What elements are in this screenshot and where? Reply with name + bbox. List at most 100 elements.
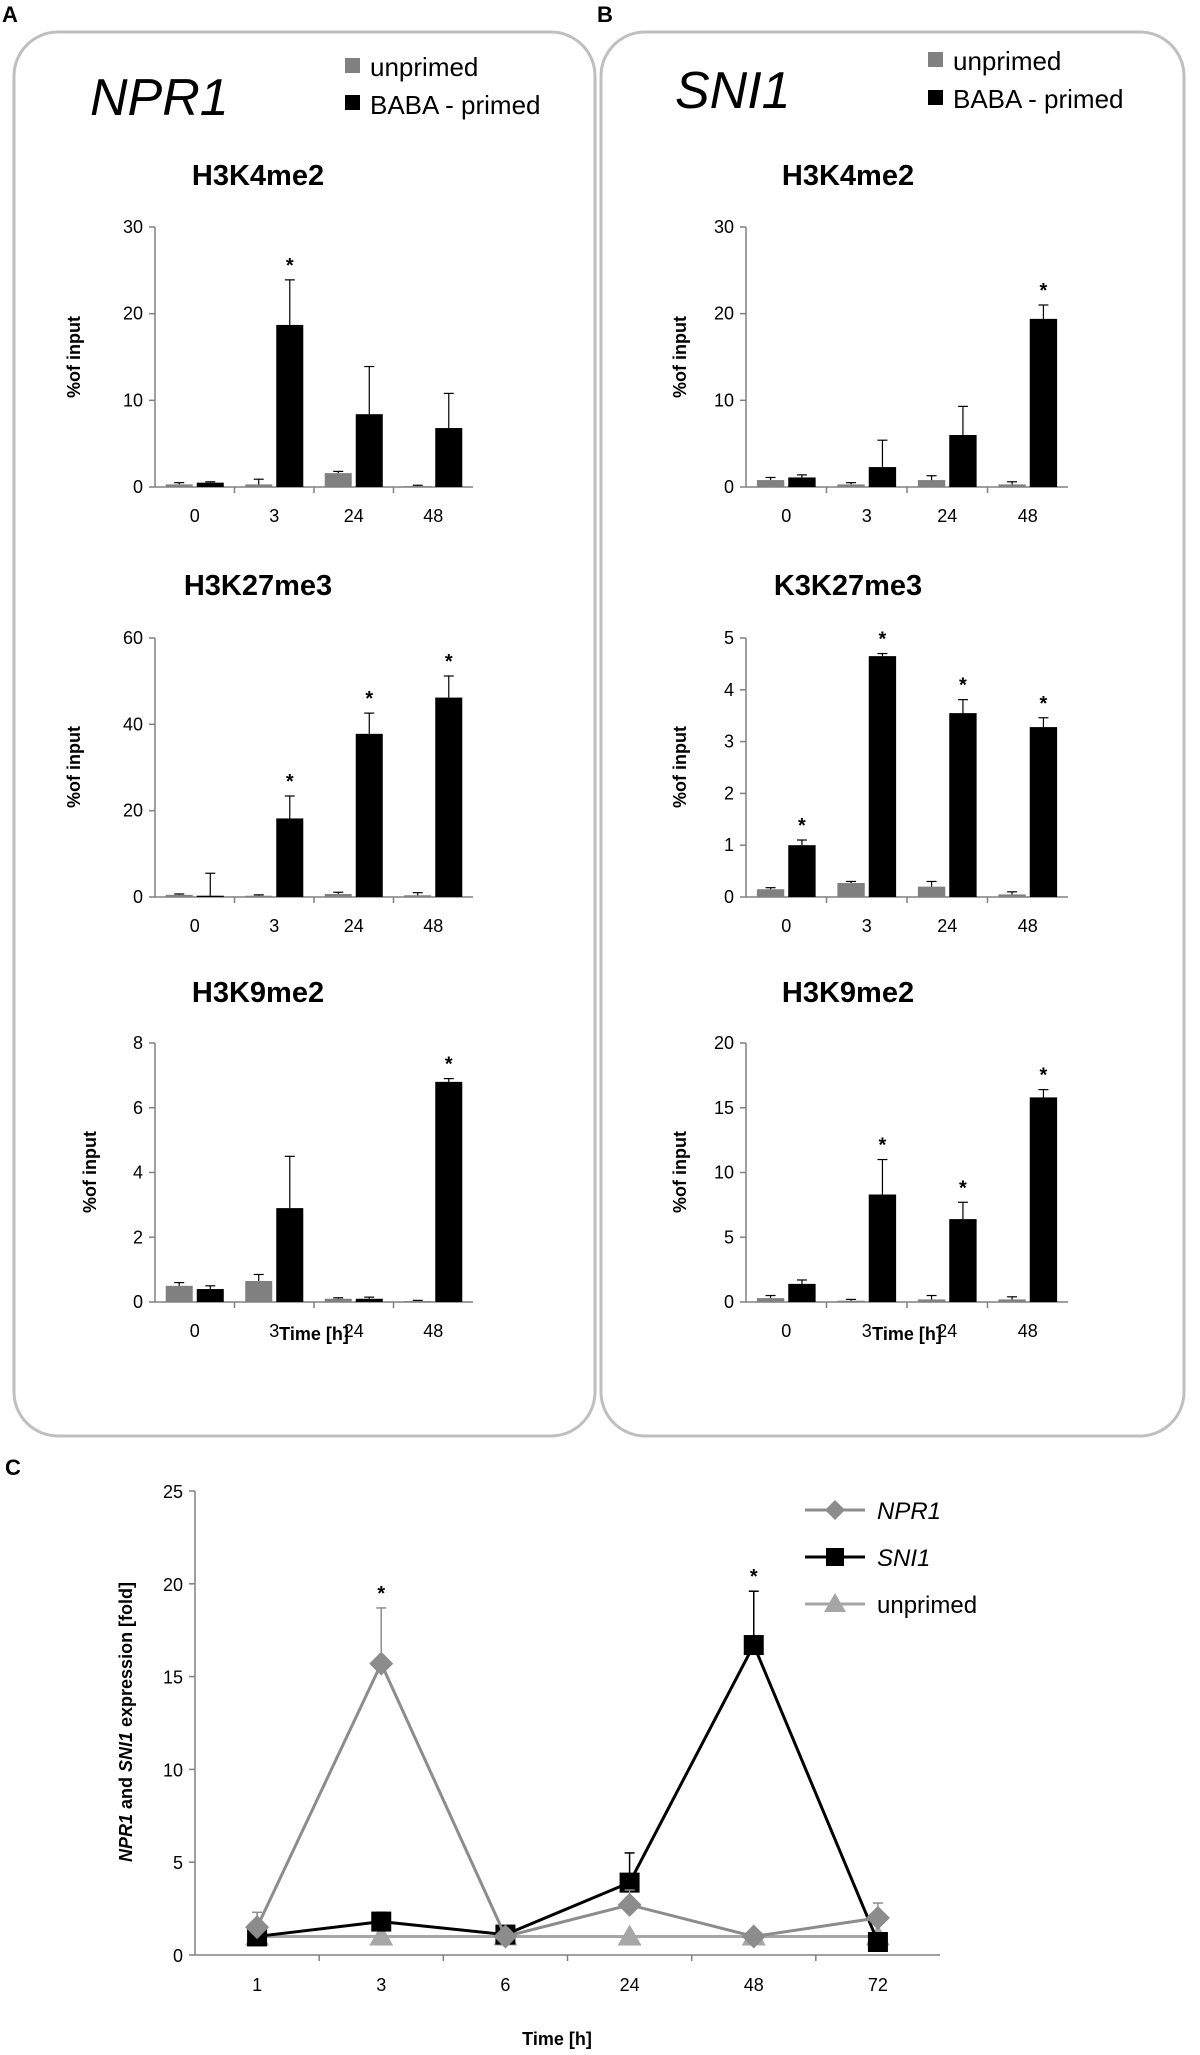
x-tick-label: 48 (423, 916, 443, 936)
y-tick-label: 20 (163, 1575, 183, 1595)
legend-label: unprimed (877, 1592, 977, 1619)
significance-star: * (798, 815, 806, 837)
bar-unprimed (837, 883, 865, 897)
x-tick-label: 0 (781, 1321, 791, 1341)
x-tick-label: 24 (937, 1321, 957, 1341)
y-tick-label: 15 (163, 1668, 183, 1688)
bar-unprimed (245, 1280, 273, 1302)
y-axis-label-part: SNI1 (116, 1732, 136, 1772)
y-tick-label: 0 (133, 887, 143, 907)
x-tick-label: 3 (269, 506, 279, 526)
marker-diamond (493, 1924, 518, 1949)
y-axis-label-part: and (116, 1772, 136, 1814)
y-axis-label: %of input (80, 1131, 100, 1213)
bar-unprimed (756, 1298, 785, 1302)
legend-panel-b: unprimed BABA - primed (928, 46, 1124, 114)
bar-unprimed (917, 1299, 946, 1302)
y-axis-label-part: expression [fold] (116, 1582, 136, 1732)
legend-swatch-unprimed (928, 52, 943, 67)
y-tick-label: 0 (724, 887, 734, 907)
x-tick-label: 48 (1018, 506, 1038, 526)
y-tick-label: 60 (123, 628, 143, 648)
y-tick-label: 10 (123, 390, 143, 410)
x-tick-label: 1 (252, 1975, 262, 1995)
y-axis-label: NPR1 and SNI1 expression [fold] (116, 1582, 136, 1862)
panel-b-frame (599, 30, 1186, 1438)
y-tick-label: 8 (133, 1033, 143, 1053)
marker-triangle (369, 1924, 394, 1946)
x-tick-label: 24 (344, 916, 364, 936)
y-tick-label: 30 (123, 217, 143, 237)
bar-unprimed (837, 1300, 865, 1302)
bar-primed (435, 697, 463, 897)
y-tick-label: 20 (123, 304, 143, 324)
significance-star: * (959, 675, 967, 697)
x-tick-label: 48 (423, 506, 443, 526)
x-tick-label: 24 (344, 506, 364, 526)
significance-star: * (286, 255, 294, 277)
significance-star: * (445, 1054, 453, 1076)
bar-primed (949, 1219, 977, 1302)
x-tick-label: 48 (1018, 1321, 1038, 1341)
x-axis-label: Time [h] (279, 1324, 349, 1344)
significance-star: * (377, 1583, 385, 1605)
significance-star: * (1040, 1065, 1048, 1087)
x-tick-label: 0 (190, 1321, 200, 1341)
bar-primed (788, 477, 816, 487)
bar-primed (1029, 1097, 1058, 1302)
bar-primed (196, 482, 224, 487)
significance-star: * (1040, 280, 1048, 302)
bar-primed (788, 1283, 816, 1302)
x-axis-label: Time [h] (522, 2029, 592, 2049)
chart-title: H3K9me2 (192, 977, 324, 1009)
bar-unprimed (404, 895, 432, 897)
x-tick-label: 48 (744, 1975, 764, 1995)
panel-b-gene-title: SNI1 (675, 62, 791, 120)
y-tick-label: 20 (123, 801, 143, 821)
bar-primed (868, 656, 897, 897)
x-tick-label: 48 (423, 1321, 443, 1341)
bar-unprimed (324, 473, 352, 487)
significance-star: * (286, 771, 294, 793)
bar-unprimed (756, 480, 785, 487)
bar-unprimed (756, 889, 785, 897)
bar-unprimed (998, 484, 1026, 487)
x-tick-label: 24 (620, 1975, 640, 1995)
legend-swatch-unprimed (345, 58, 360, 73)
chart-panel-a-h3k4me2: H3K4me2 %of input 0 10 20 30 0 3 24 48 * (64, 160, 473, 526)
bar-unprimed (165, 1285, 193, 1302)
x-tick-label: 24 (344, 1321, 364, 1341)
legend-label: SNI1 (877, 1545, 930, 1572)
bar-unprimed (165, 484, 193, 487)
marker-diamond (741, 1924, 766, 1949)
y-tick-label: 1 (724, 835, 734, 855)
y-tick-label: 10 (714, 390, 734, 410)
y-tick-label: 25 (163, 1482, 183, 1502)
bar-primed (1029, 727, 1058, 897)
legend-label-primed: BABA - primed (953, 84, 1124, 114)
marker-diamond (617, 1892, 642, 1917)
x-tick-label: 72 (868, 1975, 888, 1995)
chart-panel-a-h3k27me3: H3K27me3 %of input 0 20 40 60 0 3 24 48 * * * (64, 570, 473, 936)
marker-diamond (245, 1915, 270, 1940)
bar-primed (276, 1208, 304, 1302)
bar-unprimed (917, 480, 946, 487)
x-tick-label: 48 (1018, 916, 1038, 936)
y-tick-label: 4 (724, 680, 734, 700)
bar-unprimed (998, 894, 1026, 897)
y-tick-label: 2 (724, 783, 734, 803)
bar-primed (355, 1298, 383, 1302)
y-tick-label: 0 (133, 477, 143, 497)
bar-primed (868, 1194, 897, 1302)
x-tick-label: 3 (376, 1975, 386, 1995)
x-tick-label: 3 (862, 506, 872, 526)
legend-marker-diamond (825, 1500, 845, 1520)
bar-primed (196, 895, 224, 897)
y-axis-label: %of input (64, 726, 84, 808)
bar-primed (949, 435, 977, 487)
legend-panel-a: unprimed BABA - primed (345, 52, 541, 120)
bar-unprimed (165, 894, 193, 897)
y-tick-label: 0 (173, 1946, 183, 1966)
x-tick-label: 0 (781, 506, 791, 526)
marker-square (371, 1911, 392, 1932)
